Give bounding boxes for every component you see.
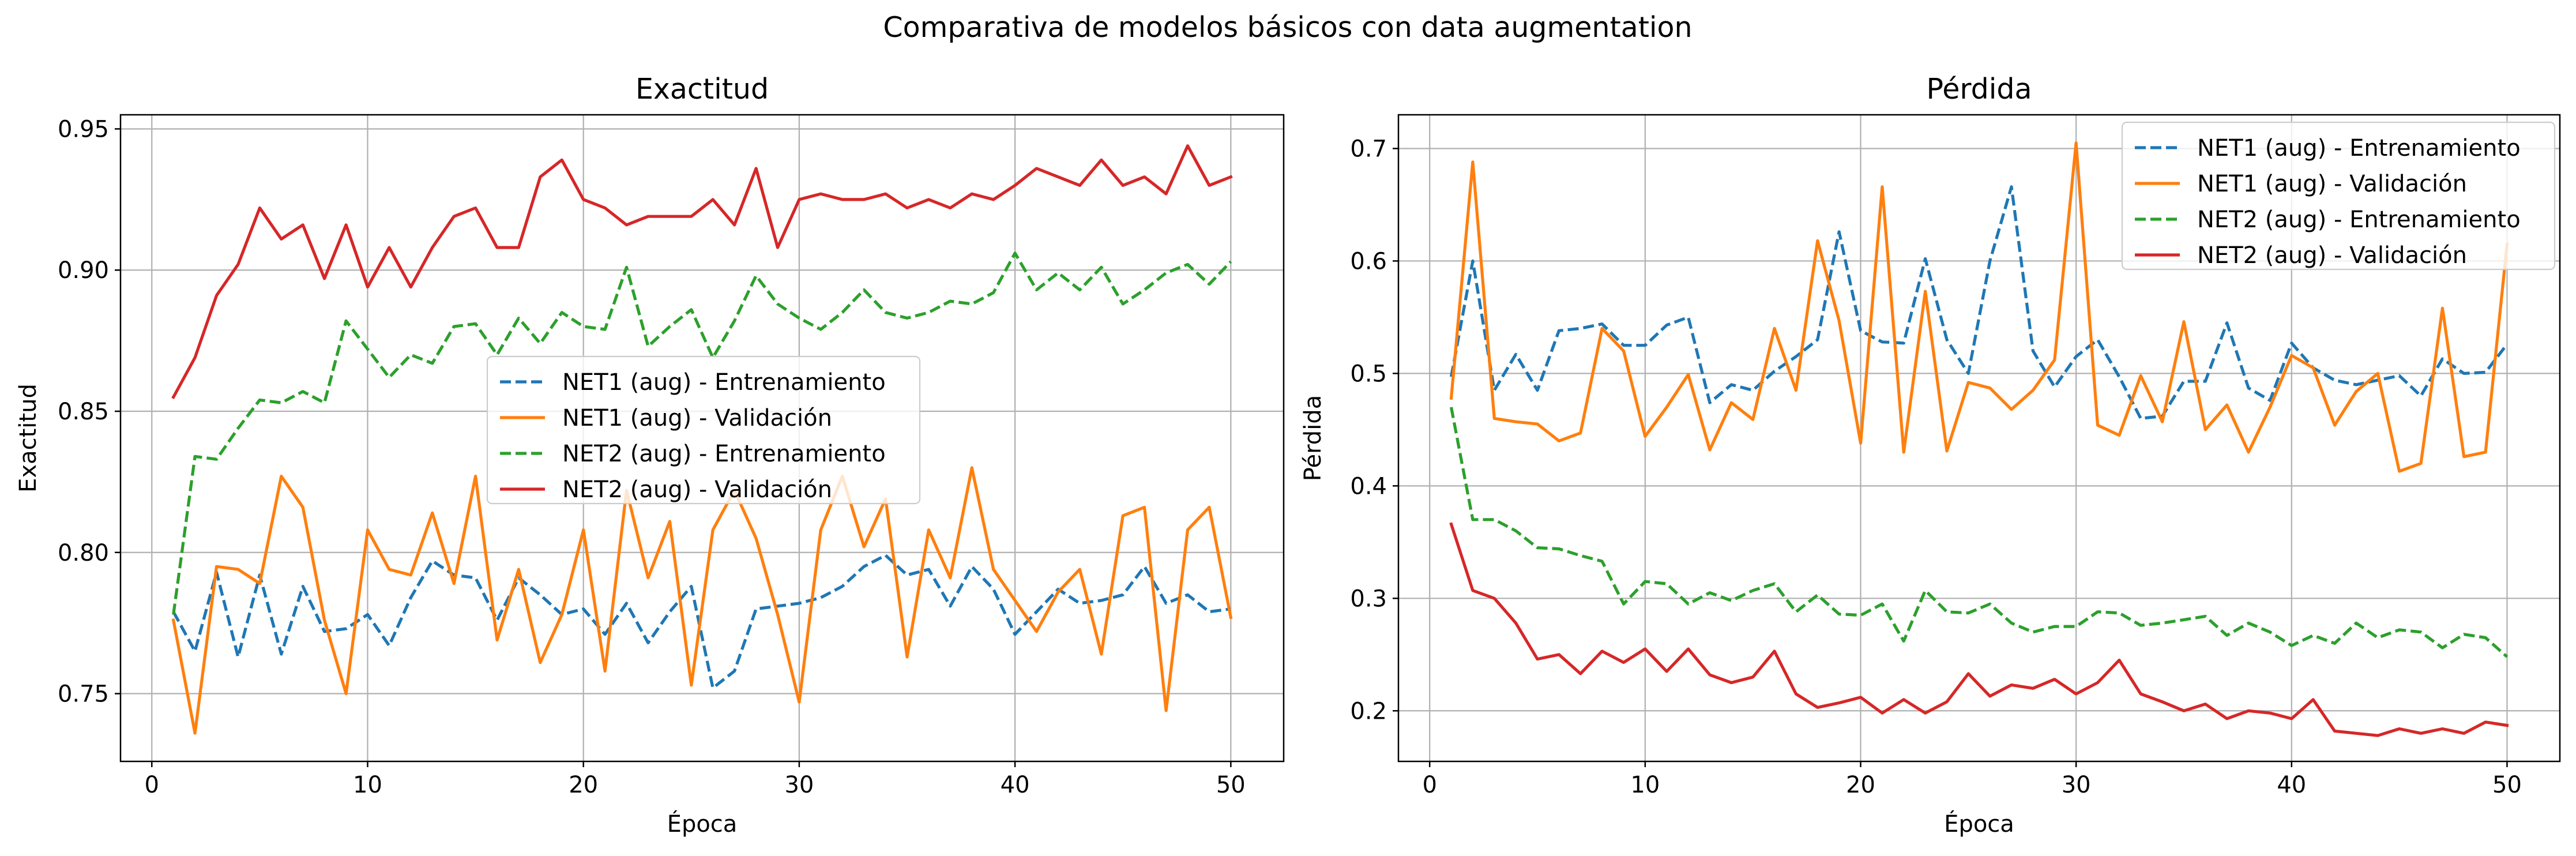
subplot-accuracy: 0 10 20 30 40 50 0.75 0.80 0.85 0.90 0.95 Exactitud… — [15, 73, 1285, 838]
legend-box — [486, 355, 921, 505]
y-tick-label: 0.80 — [58, 540, 109, 566]
x-tick-label: 10 — [1630, 772, 1660, 798]
x-tick-label: 40 — [2277, 772, 2306, 798]
x-axis-label: Época — [667, 810, 738, 838]
legend-label-1: NET1 (aug) - Validación — [562, 405, 832, 431]
y-tick-label: 0.5 — [1350, 361, 1387, 387]
y-tick-label: 0.95 — [58, 116, 109, 142]
subplot-loss: 0 10 20 30 40 50 0.2 0.3 0.4 0.5 0.6 0.7 Pérdida Époc… — [1300, 73, 2561, 838]
series-group — [1449, 141, 2509, 737]
x-tick-label: 40 — [1001, 772, 1030, 798]
legend-label-3: NET2 (aug) - Validación — [2197, 242, 2467, 269]
x-tick-label: 30 — [2062, 772, 2091, 798]
legend-label-0: NET1 (aug) - Entrenamiento — [562, 369, 886, 396]
legend: NET1 (aug) - Entrenamiento NET1 (aug) - V… — [2121, 121, 2556, 271]
x-tick-label: 50 — [2492, 772, 2522, 798]
y-tick-label: 0.7 — [1350, 136, 1387, 162]
legend: NET1 (aug) - Entrenamiento NET1 (aug) - V… — [486, 355, 921, 505]
legend-label-1: NET1 (aug) - Validación — [2197, 171, 2467, 197]
x-tick-label: 20 — [569, 772, 598, 798]
x-tick-label: 0 — [1422, 772, 1436, 798]
y-tick-label: 0.4 — [1350, 473, 1387, 500]
series-line-3 — [171, 144, 1233, 400]
series-line-2 — [172, 251, 1232, 615]
x-tick-label: 30 — [784, 772, 814, 798]
legend-label-2: NET2 (aug) - Entrenamiento — [562, 441, 886, 467]
axes-frame — [119, 114, 1285, 763]
series-line-0 — [1449, 185, 2509, 421]
series-line-3 — [1449, 522, 2509, 737]
series-line-1 — [1449, 141, 2509, 473]
series-group — [171, 144, 1233, 735]
y-tick-label: 0.6 — [1350, 248, 1387, 275]
y-tick-label: 0.85 — [58, 399, 109, 425]
series-line-1 — [171, 466, 1233, 735]
y-tick-label: 0.2 — [1350, 698, 1387, 724]
y-tick-label: 0.3 — [1350, 585, 1387, 612]
figure-suptitle: Comparativa de modelos básicos con data … — [883, 11, 1692, 44]
y-tick-label: 0.90 — [58, 257, 109, 284]
y-axis-label: Exactitud — [15, 384, 42, 493]
legend-label-3: NET2 (aug) - Validación — [562, 476, 832, 503]
legend-box — [2121, 121, 2556, 271]
y-tick-label: 0.75 — [58, 681, 109, 708]
x-axis-label: Época — [1944, 810, 2014, 838]
y-axis-label: Pérdida — [1300, 395, 1326, 481]
axes-frame — [1397, 114, 2561, 763]
x-tick-label: 50 — [1216, 772, 1246, 798]
x-tick-label: 0 — [145, 772, 159, 798]
axes-title: Exactitud — [635, 73, 769, 106]
legend-label-2: NET2 (aug) - Entrenamiento — [2197, 207, 2521, 233]
x-tick-label: 20 — [1846, 772, 1875, 798]
x-tick-label: 10 — [353, 772, 382, 798]
legend-label-0: NET1 (aug) - Entrenamiento — [2197, 135, 2521, 162]
series-line-0 — [172, 554, 1231, 690]
axes-title: Pérdida — [1926, 73, 2032, 106]
